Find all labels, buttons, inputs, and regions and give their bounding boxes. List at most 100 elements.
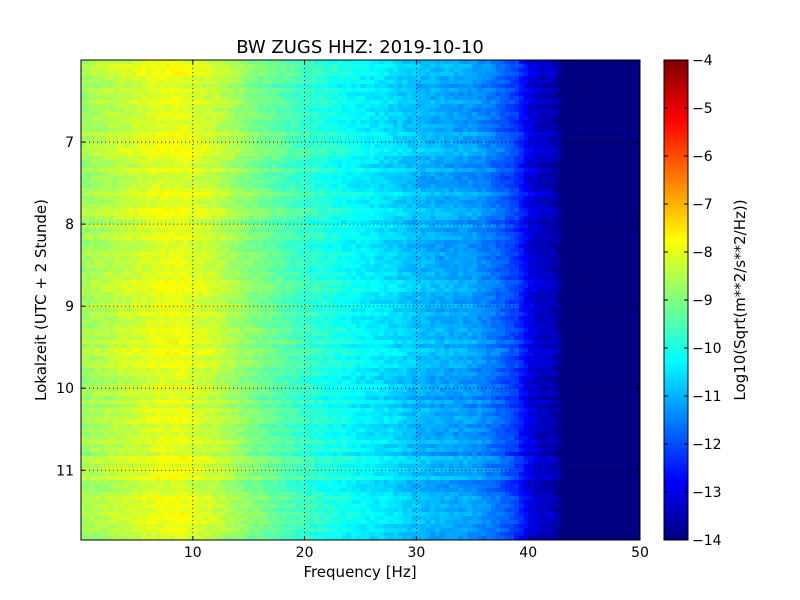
heatmap-cell xyxy=(192,128,199,133)
heatmap-cell xyxy=(383,168,390,173)
heatmap-cell xyxy=(281,164,287,169)
heatmap-cell xyxy=(509,176,515,181)
heatmap-cell xyxy=(188,64,194,69)
heatmap-cell xyxy=(369,92,376,97)
heatmap-cell xyxy=(258,124,264,129)
heatmap-cell xyxy=(435,100,441,105)
heatmap-cell xyxy=(402,212,408,217)
heatmap-cell xyxy=(523,76,529,81)
heatmap-cell xyxy=(174,116,180,121)
heatmap-cell xyxy=(85,128,91,133)
heatmap-cell xyxy=(244,164,250,169)
heatmap-cell xyxy=(332,104,338,109)
heatmap-cell xyxy=(146,196,152,201)
heatmap-cell xyxy=(560,200,567,205)
heatmap-cell xyxy=(276,180,282,185)
heatmap-cell xyxy=(206,196,213,201)
heatmap-cell xyxy=(318,60,324,65)
heatmap-cell xyxy=(230,100,236,105)
heatmap-cell xyxy=(318,104,324,109)
heatmap-cell xyxy=(449,68,455,73)
heatmap-cell xyxy=(458,88,464,93)
heatmap-cell xyxy=(407,176,413,181)
heatmap-cell xyxy=(626,88,632,93)
heatmap-cell xyxy=(602,204,608,209)
heatmap-cell xyxy=(509,96,515,101)
heatmap-cell xyxy=(108,160,115,165)
heatmap-cell xyxy=(546,76,553,81)
heatmap-cell xyxy=(360,68,366,73)
heatmap-cell xyxy=(504,180,511,185)
heatmap-cell xyxy=(225,216,231,221)
heatmap-cell xyxy=(99,204,105,209)
heatmap-cell xyxy=(313,72,320,77)
heatmap-cell xyxy=(481,212,487,217)
heatmap-cell xyxy=(551,212,557,217)
heatmap-cell xyxy=(542,112,548,117)
heatmap-cell xyxy=(262,132,268,137)
heatmap-cell xyxy=(425,120,431,125)
heatmap-cell xyxy=(612,192,618,197)
heatmap-cell xyxy=(90,68,96,73)
heatmap-cell xyxy=(188,160,194,165)
heatmap-cell xyxy=(449,64,455,69)
heatmap-cell xyxy=(588,128,595,133)
heatmap-cell xyxy=(509,168,515,173)
heatmap-cell xyxy=(150,64,157,69)
heatmap-cell xyxy=(584,208,590,213)
heatmap-cell xyxy=(532,100,539,105)
heatmap-cell xyxy=(425,132,431,137)
heatmap-cell xyxy=(444,160,450,165)
heatmap-cell xyxy=(337,164,343,169)
heatmap-cell xyxy=(635,188,640,193)
heatmap-cell xyxy=(616,152,622,157)
heatmap-cell xyxy=(630,64,636,69)
heatmap-cell xyxy=(407,120,413,125)
heatmap-cell xyxy=(612,76,618,81)
heatmap-cell xyxy=(504,88,511,93)
heatmap-cell xyxy=(444,80,450,85)
heatmap-cell xyxy=(239,148,245,153)
heatmap-cell xyxy=(560,72,567,77)
heatmap-cell xyxy=(99,180,105,185)
heatmap-cell xyxy=(379,92,385,97)
heatmap-cell xyxy=(113,128,119,133)
heatmap-cell xyxy=(369,216,376,221)
heatmap-cell xyxy=(150,92,157,97)
heatmap-cell xyxy=(248,116,254,121)
heatmap-cell xyxy=(313,204,320,209)
heatmap-cell xyxy=(472,176,478,181)
heatmap-cell xyxy=(379,68,385,73)
heatmap-cell xyxy=(593,192,599,197)
heatmap-cell xyxy=(453,84,459,89)
heatmap-cell xyxy=(285,176,292,181)
heatmap-cell xyxy=(169,192,175,197)
heatmap-cell xyxy=(430,220,436,225)
heatmap-cell xyxy=(416,164,422,169)
heatmap-cell xyxy=(332,140,338,145)
heatmap-cell xyxy=(458,76,464,81)
heatmap-cell xyxy=(267,176,273,181)
heatmap-cell xyxy=(122,168,129,173)
heatmap-cell xyxy=(351,128,357,133)
heatmap-cell xyxy=(523,72,529,77)
heatmap-cell xyxy=(174,156,180,161)
heatmap-cell xyxy=(351,84,357,89)
heatmap-cell xyxy=(113,100,119,105)
heatmap-cell xyxy=(504,144,511,149)
heatmap-cell xyxy=(94,148,101,153)
heatmap-cell xyxy=(388,108,394,113)
heatmap-cell xyxy=(132,160,138,165)
heatmap-cell xyxy=(425,136,431,141)
heatmap-cell xyxy=(174,112,180,117)
heatmap-cell xyxy=(616,220,622,225)
heatmap-cell xyxy=(584,132,590,137)
heatmap-cell xyxy=(220,160,227,165)
heatmap-cell xyxy=(206,76,213,81)
heatmap-cell xyxy=(122,100,129,105)
heatmap-cell xyxy=(588,80,595,85)
heatmap-cell xyxy=(518,220,525,225)
heatmap-cell xyxy=(495,208,501,213)
heatmap-cell xyxy=(467,76,473,81)
heatmap-cell xyxy=(104,72,110,77)
